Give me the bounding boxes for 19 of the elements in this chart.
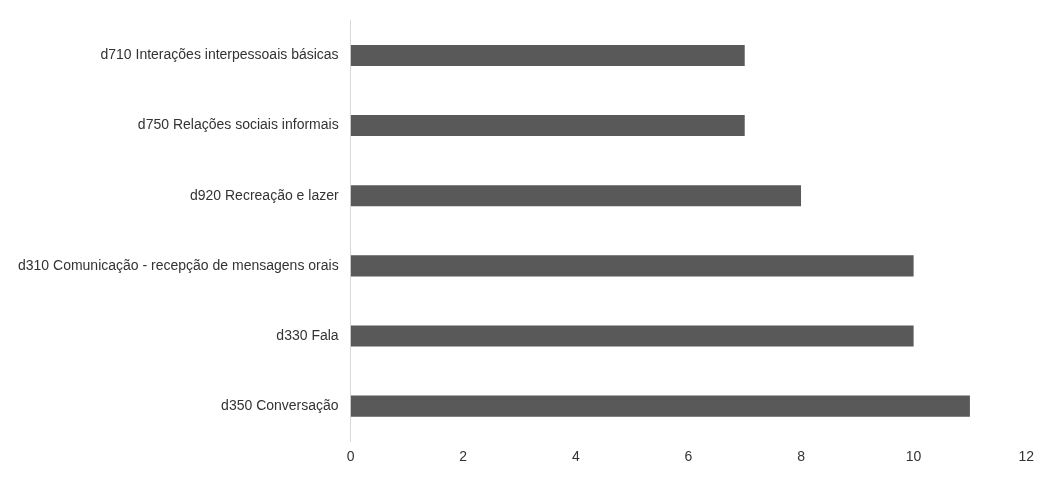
bar: [350, 395, 970, 417]
y-tick-label: d750 Relações sociais informais: [137, 116, 339, 133]
x-tick-label: 6: [684, 448, 693, 465]
y-tick-label: d310 Comunicação - recepção de mensagens orais: [17, 256, 339, 273]
bar: [350, 255, 914, 277]
x-tick-label: 10: [905, 448, 922, 465]
x-tick-label: 4: [571, 448, 580, 465]
bar: [350, 115, 745, 137]
x-tick-label: 0: [346, 448, 355, 465]
y-tick-label: d350 Conversação: [221, 396, 339, 413]
y-tick-label: d920 Recreação e lazer: [189, 186, 339, 203]
y-tick-label: d710 Interações interpessoais básicas: [100, 46, 339, 63]
x-tick-label: 2: [459, 448, 468, 465]
bar: [350, 44, 745, 66]
y-tick-label: d330 Fala: [276, 326, 339, 343]
bar: [350, 185, 802, 207]
bar: [350, 325, 914, 347]
x-tick-label: 8: [797, 448, 806, 465]
x-tick-label: 12: [1018, 448, 1035, 465]
